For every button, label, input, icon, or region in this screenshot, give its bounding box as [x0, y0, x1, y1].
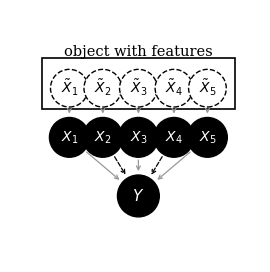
Text: $\tilde{X}_2$: $\tilde{X}_2$: [94, 78, 112, 98]
Circle shape: [120, 69, 157, 107]
Circle shape: [83, 118, 123, 157]
Text: $\tilde{X}_1$: $\tilde{X}_1$: [60, 78, 78, 98]
Text: $\tilde{X}_5$: $\tilde{X}_5$: [199, 78, 216, 98]
Circle shape: [188, 69, 226, 107]
Text: object with features: object with features: [64, 45, 213, 58]
FancyBboxPatch shape: [42, 58, 235, 109]
Circle shape: [49, 118, 89, 157]
Text: $X_2$: $X_2$: [94, 129, 112, 146]
Circle shape: [188, 118, 227, 157]
Circle shape: [119, 118, 158, 157]
Circle shape: [154, 118, 194, 157]
Text: $Y$: $Y$: [132, 188, 144, 204]
Circle shape: [84, 69, 122, 107]
Circle shape: [155, 69, 193, 107]
Circle shape: [117, 175, 159, 217]
Circle shape: [50, 69, 88, 107]
Text: $X_4$: $X_4$: [165, 129, 183, 146]
Text: $\tilde{X}_4$: $\tilde{X}_4$: [165, 78, 183, 98]
Text: $X_1$: $X_1$: [61, 129, 78, 146]
Text: $X_5$: $X_5$: [199, 129, 216, 146]
Text: $\tilde{X}_3$: $\tilde{X}_3$: [130, 78, 147, 98]
Text: $X_3$: $X_3$: [130, 129, 147, 146]
